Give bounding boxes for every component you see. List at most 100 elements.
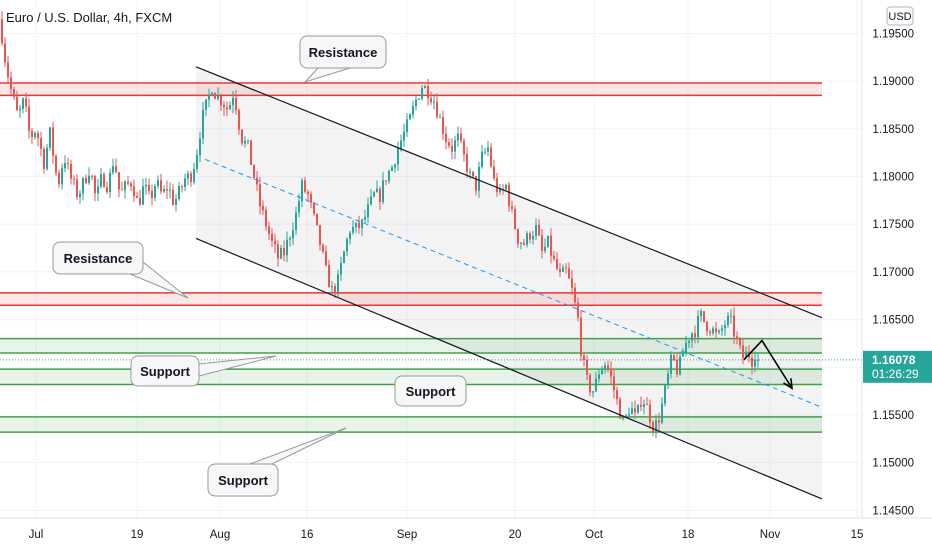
time-tick-label: 18 bbox=[682, 529, 695, 541]
candle-body bbox=[418, 98, 420, 100]
channel-midline[interactable] bbox=[204, 158, 823, 408]
candle-body bbox=[490, 147, 492, 167]
candle-body bbox=[757, 359, 759, 361]
candle-body bbox=[265, 210, 267, 227]
candle-body bbox=[652, 422, 654, 433]
candle-body bbox=[103, 174, 105, 188]
candle-body bbox=[247, 140, 249, 142]
price-tick-label: 1.18500 bbox=[872, 124, 914, 136]
candle-body bbox=[628, 414, 630, 416]
last-price-value: 1.16078 bbox=[872, 353, 916, 367]
callout-label: Resistance bbox=[309, 45, 378, 60]
candle-body bbox=[592, 391, 594, 393]
candle-body bbox=[91, 175, 93, 177]
callout-support-mid[interactable]: Support bbox=[394, 375, 467, 407]
callout-resistance-top[interactable]: Resistance bbox=[299, 35, 387, 84]
callout-box bbox=[130, 355, 200, 387]
candle-body bbox=[376, 188, 378, 193]
candle-body bbox=[673, 355, 675, 361]
candle-body bbox=[292, 230, 294, 239]
candle-body bbox=[364, 217, 366, 220]
candle-body bbox=[646, 404, 648, 406]
time-tick-label: 20 bbox=[509, 529, 522, 541]
candle-body bbox=[175, 199, 177, 205]
candle-body bbox=[208, 95, 210, 100]
candle-body bbox=[439, 117, 441, 119]
candle-body bbox=[7, 62, 9, 78]
candle-body bbox=[670, 355, 672, 374]
candle-body bbox=[274, 240, 276, 245]
chart-title: Euro / U.S. Dollar, 4h, FXCM bbox=[6, 10, 172, 25]
candle-body bbox=[46, 147, 48, 169]
candle-body bbox=[331, 286, 333, 288]
trend-lines[interactable] bbox=[0, 66, 862, 500]
candle-body bbox=[352, 226, 354, 233]
callouts[interactable]: Resistance Resistance Support Support Suppor… bbox=[52, 35, 467, 497]
projection-arrowhead bbox=[783, 378, 793, 390]
candle-body bbox=[250, 140, 252, 166]
candle-body bbox=[745, 351, 747, 358]
candle-body bbox=[244, 140, 246, 144]
candle-body bbox=[241, 129, 243, 144]
bar-countdown: 01:26:29 bbox=[872, 367, 919, 381]
candle-body bbox=[67, 163, 69, 165]
candle-body bbox=[454, 140, 456, 152]
candle-body bbox=[595, 378, 597, 392]
candle-body bbox=[238, 110, 240, 130]
candle-body bbox=[586, 360, 588, 375]
candle-body bbox=[64, 163, 66, 169]
candle-body bbox=[211, 92, 213, 96]
candle-body bbox=[310, 194, 312, 203]
candle-body bbox=[31, 130, 33, 138]
candle-body bbox=[412, 106, 414, 115]
callout-support-bottom[interactable]: Support bbox=[207, 427, 347, 497]
candle-body bbox=[13, 89, 15, 97]
candle-body bbox=[61, 168, 63, 185]
price-tick-label: 1.14500 bbox=[872, 505, 914, 517]
candle-body bbox=[277, 244, 279, 259]
candle-body bbox=[442, 117, 444, 134]
resistance-zone-fill bbox=[0, 292, 822, 306]
candle-body bbox=[181, 186, 183, 188]
callout-box bbox=[394, 375, 467, 407]
candle-body bbox=[433, 101, 435, 103]
time-tick-label: Jul bbox=[29, 529, 44, 541]
candle-body bbox=[655, 420, 657, 433]
candle-body bbox=[574, 287, 576, 303]
currency-badge[interactable]: USD bbox=[886, 6, 914, 26]
candle-body bbox=[736, 336, 738, 339]
candle-body bbox=[52, 127, 54, 156]
candle-body bbox=[367, 204, 369, 218]
candle-body bbox=[544, 246, 546, 251]
candle-body bbox=[73, 178, 75, 180]
candle-body bbox=[307, 191, 309, 195]
candle-body bbox=[607, 365, 609, 369]
callout-resistance-mid[interactable]: Resistance bbox=[52, 241, 189, 299]
candle-body bbox=[43, 148, 45, 169]
candle-body bbox=[223, 104, 225, 108]
candle-body bbox=[145, 184, 147, 187]
channel-upper-line[interactable] bbox=[195, 66, 823, 319]
time-tick-label: Oct bbox=[585, 529, 604, 541]
projection-path[interactable] bbox=[743, 339, 793, 389]
candle-body bbox=[733, 315, 735, 337]
candle-body bbox=[268, 226, 270, 234]
candle-body bbox=[25, 98, 27, 107]
time-axis[interactable]: Jul 19 Aug 16 Sep 20 Oct 18 Nov 15 bbox=[29, 529, 864, 541]
candle-body bbox=[106, 187, 108, 193]
callout-support-top[interactable]: Support bbox=[130, 355, 277, 387]
candle-body bbox=[109, 172, 111, 193]
candle-body bbox=[97, 186, 99, 194]
candle-body bbox=[160, 180, 162, 192]
candle-body bbox=[271, 233, 273, 241]
candle-body bbox=[82, 177, 84, 194]
candle-body bbox=[124, 181, 126, 191]
candle-body bbox=[295, 212, 297, 231]
candle-body bbox=[622, 416, 624, 419]
candle-body bbox=[415, 99, 417, 107]
price-tick-label: 1.16500 bbox=[872, 315, 914, 327]
candle-body bbox=[358, 222, 360, 228]
channel-lower-line[interactable] bbox=[195, 237, 823, 500]
candle-body bbox=[697, 316, 699, 338]
